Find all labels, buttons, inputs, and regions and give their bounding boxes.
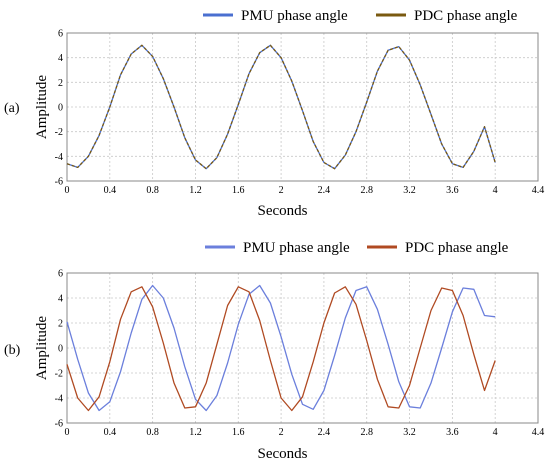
y-axis-title: Amplitude [34, 316, 50, 381]
x-tick-label: 3.2 [403, 185, 416, 196]
y-tick-label: -2 [55, 127, 63, 138]
y-tick-label: 2 [58, 78, 63, 89]
series-line-pmu [66, 284, 496, 412]
x-tick-label: 3.6 [446, 427, 459, 438]
x-tick-label: 0.4 [104, 427, 117, 438]
y-tick-label: 4 [58, 53, 63, 64]
plot-frame [66, 32, 539, 182]
x-tick-label: 4 [493, 427, 498, 438]
x-tick-label: 2.8 [360, 185, 373, 196]
chart-panel-a: 0 0.4 0.8 1.2 1.6 2 2.4 2.8 3.2 3.6 4 4.4 -6 -4 -2 0 2 4 6… [4, 8, 544, 219]
x-tick-label: 0.4 [104, 185, 117, 196]
x-tick-label: 1.2 [189, 185, 202, 196]
y-tick-label: -6 [55, 177, 63, 188]
y-tick-label: 0 [58, 103, 63, 114]
x-tick-label: 0 [65, 185, 70, 196]
x-tick-label: 0 [65, 427, 70, 438]
legend-label: PMU phase angle [243, 240, 350, 256]
y-axis-title: Amplitude [34, 75, 50, 140]
series-line-pdc [66, 44, 496, 170]
y-tick-label: 0 [58, 344, 63, 355]
y-tick-label: -4 [55, 152, 63, 163]
y-tick-label: -2 [55, 369, 63, 380]
y-tick-label: -4 [55, 394, 63, 405]
x-tick-label: 2 [279, 427, 284, 438]
x-tick-label: 1.6 [232, 185, 245, 196]
y-tick-label: 2 [58, 319, 63, 330]
legend-label: PMU phase angle [241, 8, 348, 24]
x-tick-label: 0.8 [146, 427, 159, 438]
x-tick-label: 2.4 [318, 185, 331, 196]
x-tick-label: 3.2 [403, 427, 416, 438]
x-tick-label: 4.4 [532, 185, 545, 196]
x-tick-label: 2 [279, 185, 284, 196]
x-tick-label: 2.8 [360, 427, 373, 438]
y-tick-label: 4 [58, 294, 63, 305]
panel-label: (b) [4, 343, 21, 358]
x-tick-label: 4 [493, 185, 498, 196]
y-tick-label: 6 [58, 269, 63, 280]
x-tick-label: 1.6 [232, 427, 245, 438]
x-tick-label: 2.4 [318, 427, 331, 438]
x-tick-label: 4.4 [532, 427, 545, 438]
panel-label: (a) [4, 101, 20, 116]
legend-label: PDC phase angle [414, 8, 518, 24]
x-axis-title: Seconds [258, 203, 308, 219]
y-tick-label: -6 [55, 419, 63, 430]
x-tick-label: 3.6 [446, 185, 459, 196]
legend-label: PDC phase angle [405, 240, 509, 256]
chart-panel-b: 0 0.4 0.8 1.2 1.6 2 2.4 2.8 3.2 3.6 4 4.4 -6 -4 -2 0 2 4 6… [4, 240, 544, 462]
series-line-pdc [66, 286, 496, 412]
x-axis-title: Seconds [258, 446, 308, 462]
plot-frame [66, 272, 539, 424]
x-tick-label: 0.8 [146, 185, 159, 196]
x-tick-label: 1.2 [189, 427, 202, 438]
y-tick-label: 6 [58, 29, 63, 40]
